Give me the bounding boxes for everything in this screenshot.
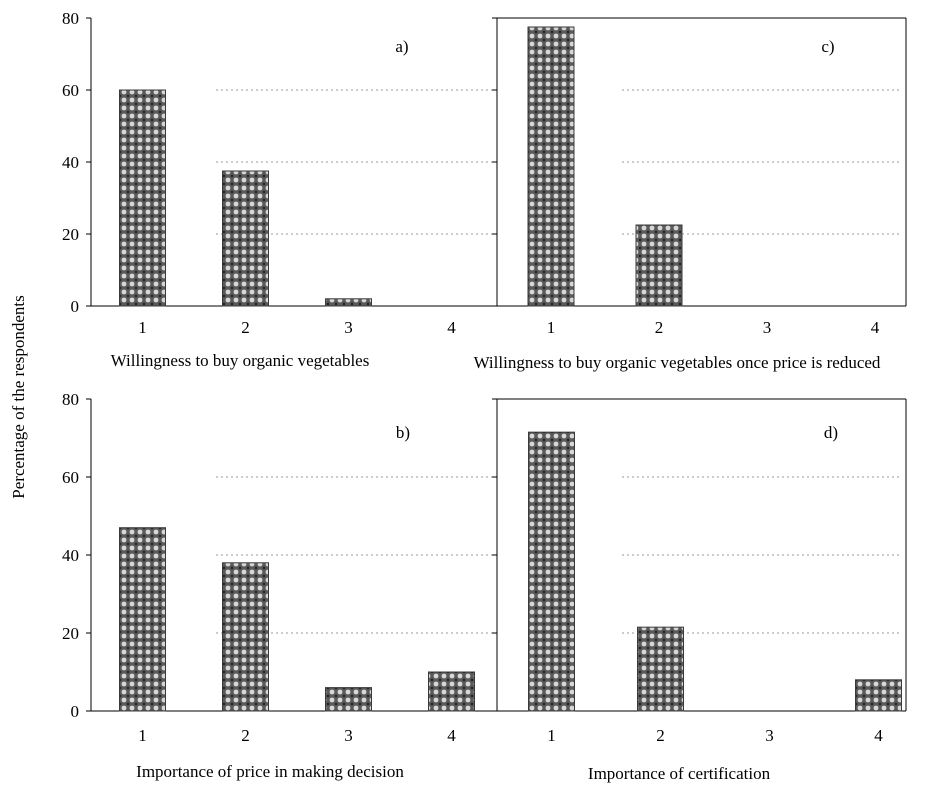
x-tick-label: 1 (138, 318, 147, 337)
y-tick-label: 20 (62, 624, 79, 643)
x-axis-label: Willingness to buy organic vegetables on… (474, 353, 881, 372)
x-tick-label: 2 (655, 318, 664, 337)
y-tick-label: 60 (62, 81, 79, 100)
bar (428, 671, 475, 712)
y-tick-label: 40 (62, 546, 79, 565)
y-axis-title: Percentage of the respondents (9, 295, 28, 498)
bar (527, 26, 575, 307)
bar (855, 679, 902, 712)
x-tick-label: 1 (138, 726, 147, 745)
x-tick-label: 1 (547, 726, 556, 745)
bar (325, 687, 372, 712)
x-axis-label: Willingness to buy organic vegetables (111, 351, 370, 370)
panel-label: b) (396, 423, 410, 442)
y-tick-label: 60 (62, 468, 79, 487)
y-tick-label: 80 (62, 9, 79, 28)
bar (637, 626, 684, 712)
chart-panel-4: 1 2 3 4 d) Importance of certification (492, 398, 907, 783)
bar (119, 89, 166, 307)
x-axis-label: Importance of certification (588, 764, 771, 783)
x-tick-label: 4 (874, 726, 883, 745)
y-tick-label: 0 (71, 297, 80, 316)
bar (222, 562, 269, 712)
x-axis-label: Importance of price in making decision (136, 762, 404, 781)
x-tick-label: 4 (871, 318, 880, 337)
chart-panel-1: 0 20 40 60 80 1 2 3 4 a) Willingness to buy organi… (62, 9, 497, 370)
bar (635, 224, 683, 307)
bar (222, 170, 269, 307)
bar (119, 527, 166, 712)
bar (528, 431, 575, 712)
chart-panel-2: 1 2 3 4 c) Willingness to buy organic vegetab… (474, 17, 907, 372)
x-tick-label: 4 (447, 726, 456, 745)
y-tick-label: 0 (71, 702, 80, 721)
x-tick-label: 2 (241, 318, 250, 337)
y-tick-label: 20 (62, 225, 79, 244)
x-tick-label: 2 (656, 726, 665, 745)
x-tick-label: 3 (765, 726, 774, 745)
y-tick-label: 40 (62, 153, 79, 172)
panel-label: a) (395, 37, 408, 56)
panel-label: d) (824, 423, 838, 442)
x-tick-label: 3 (344, 318, 353, 337)
x-tick-label: 4 (447, 318, 456, 337)
x-tick-label: 2 (241, 726, 250, 745)
x-tick-label: 3 (763, 318, 772, 337)
y-tick-label: 80 (62, 390, 79, 409)
x-tick-label: 1 (547, 318, 556, 337)
x-tick-label: 3 (344, 726, 353, 745)
chart-panel-3: 0 20 40 60 80 1 2 3 4 b) Importance of price in ma… (62, 390, 497, 781)
bar (325, 298, 372, 307)
panel-label: c) (821, 37, 834, 56)
